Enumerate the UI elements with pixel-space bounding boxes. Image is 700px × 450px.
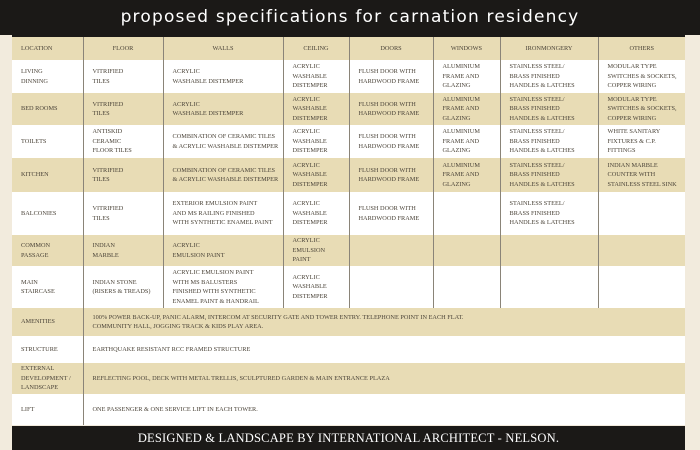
cell-location: KITCHEN [12,158,83,192]
cell-text: ONE PASSENGER & ONE SERVICE LIFT IN EACH… [82,394,685,425]
cell-doors [348,235,433,266]
column-header-walls: WALLS [162,37,283,60]
cell-ironmongery [499,266,598,308]
cell-windows: ALUMINIUM FRAME AND GLAZING [432,93,500,125]
cell-walls: ACRYLIC WASHABLE DISTEMPER [162,60,283,93]
divider [12,35,685,37]
cell-walls: COMBINATION OF CERAMIC TILES & ACRYLIC WA… [162,125,283,158]
cell-label: AMENITIES [12,308,83,336]
cell-walls: EXTERIOR EMULSION PAINT AND MS RAILING FI… [162,192,283,235]
column-header-others: OTHERS [597,37,685,60]
cell-windows: ALUMINIUM FRAME AND GLAZING [432,158,500,192]
cell-others: MODULAR TYPE SWITCHES & SOCKETS, COPPER WI… [597,60,685,93]
cell-ceiling: ACRYLIC WASHABLE DISTEMPER [282,60,349,93]
cell-ceiling: ACRYLIC WASHABLE DISTEMPER [282,125,349,158]
cell-doors: FLUSH DOOR WITH HARDWOOD FRAME [348,93,433,125]
cell-ceiling: ACRYLIC WASHABLE DISTEMPER [282,158,349,192]
cell-walls: ACRYLIC EMULSION PAINT WITH MS BALUSTERS F… [162,266,283,308]
cell-ceiling: ACRYLIC WASHABLE DISTEMPER [282,192,349,235]
cell-doors: FLUSH DOOR WITH HARDWOOD FRAME [348,60,433,93]
cell-others: INDIAN MARBLE COUNTER WITH STAINLESS STEEL… [597,158,685,192]
cell-floor: VITRIFIED TILES [82,192,163,235]
cell-doors: FLUSH DOOR WITH HARDWOOD FRAME [348,125,433,158]
cell-others [597,266,685,308]
cell-label: EXTERNAL DEVELOPMENT / LANDSCAPE [12,363,83,394]
cell-ceiling: ACRYLIC WASHABLE DISTEMPER [282,266,349,308]
cell-label: LIFT [12,394,83,425]
column-header-ironmongery: IRONMONGERY [499,37,598,60]
cell-others: MODULAR TYPE SWITCHES & SOCKETS, COPPER WI… [597,93,685,125]
table-row: MAIN STAIRCASE INDIAN STONE (RISERS & TREAD… [12,266,685,308]
cell-floor: INDIAN STONE (RISERS & TREADS) [82,266,163,308]
cell-doors: FLUSH DOOR WITH HARDWOOD FRAME [348,192,433,235]
cell-doors: FLUSH DOOR WITH HARDWOOD FRAME [348,158,433,192]
column-header-doors: DOORS [348,37,433,60]
cell-windows: ALUMINIUM FRAME AND GLAZING [432,60,500,93]
header-row: LOCATION FLOOR WALLS CEILING DOORS WINDOWS IRO… [12,37,685,60]
cell-location: COMMON PASSAGE [12,235,83,266]
cell-windows: ALUMINIUM FRAME AND GLAZING [432,125,500,158]
cell-floor: VITRIFIED TILES [82,93,163,125]
cell-location: TOILETS [12,125,83,158]
cell-walls: ACRYLIC WASHABLE DISTEMPER [162,93,283,125]
cell-ironmongery: STAINLESS STEEL/BRASS FINISHED HANDLES & … [499,158,598,192]
specifications-table: LOCATION FLOOR WALLS CEILING DOORS WINDOWS IRO… [12,37,685,425]
cell-ironmongery: STAINLESS STEEL/BRASS FINISHED HANDLES & … [499,192,598,235]
page-title: proposed specifications for carnation re… [120,7,580,27]
general-row: AMENITIES 100% POWER BACK-UP, PANIC ALARM… [12,308,685,336]
cell-location: BED ROOMS [12,93,83,125]
column-header-location: LOCATION [12,37,83,60]
cell-location: LIVING DINNING [12,60,83,93]
cell-location: BALCONIES [12,192,83,235]
footer-bar: DESIGNED & LANDSCAPE BY INTERNATIONAL AR… [12,426,685,450]
footer-text: DESIGNED & LANDSCAPE BY INTERNATIONAL AR… [137,431,560,445]
general-row: LIFT ONE PASSENGER & ONE SERVICE LIFT IN … [12,394,685,425]
cell-walls: COMBINATION OF CERAMIC TILES & ACRYLIC WA… [162,158,283,192]
cell-floor: ANTISKID CERAMIC FLOOR TILES [82,125,163,158]
title-bar: proposed specifications for carnation re… [0,0,700,35]
cell-floor: INDIAN MARBLE [82,235,163,266]
cell-label: STRUCTURE [12,336,83,363]
cell-windows [432,192,500,235]
table-row: LIVING DINNING VITRIFIED TILES ACRYLIC WASHAB… [12,60,685,93]
cell-windows [432,235,500,266]
cell-others [597,192,685,235]
table-row: COMMON PASSAGE INDIAN MARBLE ACRYLIC EMULSION… [12,235,685,266]
cell-walls: ACRYLIC EMULSION PAINT [162,235,283,266]
cell-others: WHITE SANITARY FIXTURES & C.P. FITTINGS [597,125,685,158]
table-row: BALCONIES VITRIFIED TILES EXTERIOR EMULSION… [12,192,685,235]
cell-location: MAIN STAIRCASE [12,266,83,308]
cell-ironmongery: STAINLESS STEEL/BRASS FINISHED HANDLES & … [499,125,598,158]
cell-ceiling: ACRYLIC WASHABLE DISTEMPER [282,93,349,125]
column-header-ceiling: CEILING [282,37,349,60]
column-header-floor: FLOOR [82,37,163,60]
cell-floor: VITRIFIED TILES [82,158,163,192]
cell-floor: VITRIFIED TILES [82,60,163,93]
cell-windows [432,266,500,308]
cell-ironmongery: STAINLESS STEEL/BRASS FINISHED HANDLES & … [499,60,598,93]
cell-ceiling: ACRYLIC EMULSION PAINT [282,235,349,266]
table-row: TOILETS ANTISKID CERAMIC FLOOR TILES COMBINA… [12,125,685,158]
cell-others [597,235,685,266]
cell-doors [348,266,433,308]
cell-text: 100% POWER BACK-UP, PANIC ALARM, INTERCO… [82,308,685,336]
column-header-windows: WINDOWS [432,37,500,60]
margin [685,35,700,450]
cell-text: REFLECTING POOL, DECK WITH METAL TRELLIS… [82,363,685,394]
general-row: STRUCTURE EARTHQUAKE RESISTANT RCC FRAMED… [12,336,685,363]
general-row: EXTERNAL DEVELOPMENT / LANDSCAPE REFLECTING… [12,363,685,394]
cell-text: EARTHQUAKE RESISTANT RCC FRAMED STRUCTUR… [82,336,685,363]
table-row: BED ROOMS VITRIFIED TILES ACRYLIC WASHABLE D… [12,93,685,125]
cell-ironmongery: STAINLESS STEEL/BRASS FINISHED HANDLES & … [499,93,598,125]
cell-ironmongery [499,235,598,266]
table-row: KITCHEN VITRIFIED TILES COMBINATION OF CERA… [12,158,685,192]
